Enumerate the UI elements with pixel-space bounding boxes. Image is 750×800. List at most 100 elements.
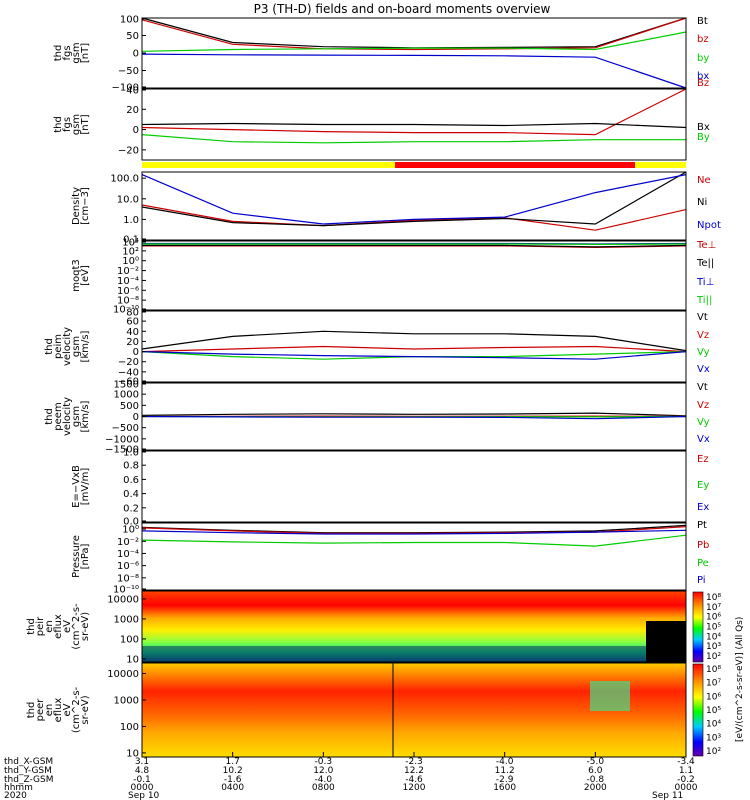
y-tick-label: 80 [126,308,139,319]
y-tick-label: 10⁻² [117,266,139,277]
y-axis-label: thd [44,408,55,425]
y-tick-label: −50 [118,66,139,77]
y-tick-label: 0.0 [123,517,139,528]
y-tick-label: 0.2 [123,503,139,514]
y-axis-label: thd [26,702,37,719]
y-axis-label: fgs [62,45,73,60]
x-tick-x: -3.4 [677,757,695,767]
y-tick-label: 0 [133,125,139,136]
x-tick-date: Sep 11 [652,791,683,800]
panels-layer: 100500−50−100thdfgsgsm[nT]Btbzbybx40200−… [26,15,721,760]
y-axis-label: peem [53,402,64,430]
y-tick-label: 10⁻⁶ [117,286,139,297]
series-line-peem_velocity-0 [141,412,687,417]
y-axis-label: Pressure [71,535,82,578]
y-tick-label: 40 [126,86,139,97]
y-tick-label: 20 [126,105,139,116]
spectrogram-dark-block [646,621,686,662]
y-tick-label: −100 [112,83,139,94]
y-axis-label: eV [62,620,73,633]
x-tick-hhmm: 0000 [675,783,698,793]
y-tick-label: 10⁻⁶ [117,561,139,572]
y-tick-label: 1500 [114,380,139,391]
y-axis-label: [eV] [80,265,91,286]
x-row-label: 2020 [4,791,27,800]
y-tick-label: 1.0 [123,215,139,226]
y-axis-label: sr-eV) [80,695,91,724]
y-axis-label: gsm [71,336,82,357]
legend-Ti||: Ti|| [696,295,712,306]
y-axis-label: eV [62,703,73,716]
x-tick-z: -0.8 [587,775,605,785]
panel-frame [141,310,687,383]
y-axis-label: velocity [62,397,73,436]
y-tick-label: −20 [118,145,139,156]
x-tick-y: 12.0 [313,766,333,776]
legend-Vt: Vt [697,312,708,323]
legend-Ez: Ez [697,454,709,465]
y-axis-label: en [44,704,55,717]
panel-peer_spectrogram: 10000 1000 100 10 thdpeerenefluxeV(cm^2-s-sr… [26,662,721,759]
series-line-pressure-2 [141,534,687,547]
y-tick-label: 10.0 [117,194,139,205]
legend-Npot: Npot [697,220,721,231]
colorbar-peer [692,663,704,757]
series-line-peim_velocity-1 [141,345,687,353]
y-axis-label: (cm^2-s- [71,686,82,733]
y-tick-label: 1.0 [123,448,139,459]
series-line-pressure-3 [141,529,687,535]
colorbar-tick-label: 10³ [706,642,721,652]
x-row-label: thd_Z-GSM [4,775,53,785]
y-axis-label: peim [53,334,64,359]
panel-frame [141,590,687,663]
legend-Ni: Ni [697,197,707,208]
series-line-peim_velocity-0 [141,330,687,352]
x-tick-z: -4.0 [315,775,333,785]
series-line-fgs_gsm-3 [141,53,687,89]
legend-Pt: Pt [697,520,707,531]
y-tick-label: 10⁰ [122,525,139,536]
legend-Vy: Vy [697,417,710,428]
x-tick-hhmm: 1600 [493,783,516,793]
x-tick-x: -4.0 [496,757,514,767]
x-tick-x: -2.3 [405,757,423,767]
x-tick-x: 3.1 [135,757,149,767]
y-tick-label: 10 [126,748,139,759]
y-axis-label: thd [26,618,37,635]
panel-peir_spectrogram: 10000 1000 100 10 thdpeirenefluxeV(cm^2-s-sr… [26,590,721,665]
x-tick-z: -0.2 [677,775,695,785]
orbit-bar-red [395,162,635,168]
colorbar-tick-label: 10⁸ [706,665,721,675]
y-axis-label: (cm^2-s- [71,603,82,650]
legend-Ne: Ne [697,175,711,186]
y-axis-label: gsm [71,114,82,135]
y-axis-label: [cm−3] [80,187,91,225]
y-tick-label: 0.8 [123,461,139,472]
y-tick-label: 100 [120,15,139,26]
y-tick-label: 1000 [114,614,139,625]
legend-Vy: Vy [697,347,710,358]
series-line-fgs_dsl-2 [141,134,686,144]
colorbar-tick-label: 10⁶ [706,613,721,623]
x-tick-x: 1.7 [226,757,240,767]
legend-Vz: Vz [697,330,709,341]
y-axis-label: [nT] [80,43,91,63]
y-tick-label: 10⁻⁴ [117,549,139,560]
x-tick-y: 4.8 [135,766,150,776]
series-line-density-1 [141,171,687,227]
y-axis-label: eflux [53,614,64,639]
series-line-density-2 [141,174,687,225]
colorbar-tick-label: 10⁴ [706,720,721,730]
legend-Vz: Vz [697,400,709,411]
legend-Ti⊥: Ti⊥ [696,277,714,288]
y-axis-label: thd [53,45,64,62]
colorbar-tick-label: 10² [706,652,721,662]
colorbar-peer-gradient [692,663,704,757]
y-axis-label: thd [44,338,55,355]
